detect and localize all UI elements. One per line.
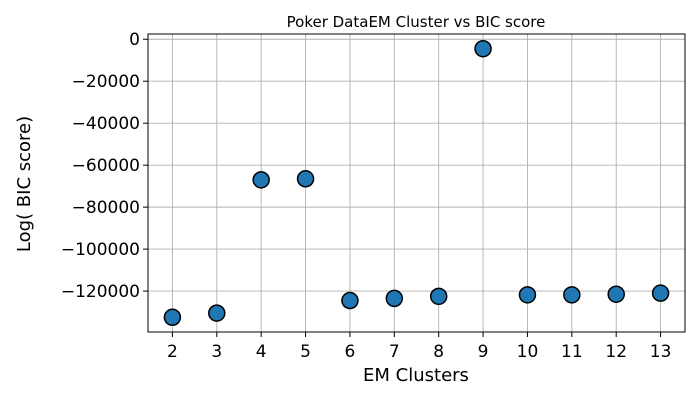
- x-tick-label: 13: [650, 342, 672, 362]
- y-tick-label: −40000: [72, 114, 140, 134]
- data-point: [163, 308, 182, 327]
- x-tick-label: 9: [478, 342, 489, 362]
- x-tick-label: 2: [167, 342, 178, 362]
- data-point: [296, 170, 315, 188]
- x-tick-label: 6: [345, 342, 356, 362]
- y-tick-label: 0: [129, 30, 140, 50]
- x-axis-label: EM Clusters: [363, 365, 469, 386]
- data-point: [252, 171, 270, 189]
- x-tick-label: 7: [389, 342, 400, 362]
- x-tick-label: 11: [561, 342, 583, 362]
- y-tick-label: −60000: [72, 156, 140, 176]
- chart-title: Poker DataEM Cluster vs BIC score: [287, 13, 546, 31]
- plot-frame: [147, 33, 686, 333]
- y-tick-label: −120000: [61, 282, 140, 302]
- data-point: [385, 289, 404, 308]
- x-tick-label: 5: [300, 342, 311, 362]
- data-point: [607, 285, 625, 303]
- data-point: [208, 304, 226, 322]
- x-tick-label: 12: [605, 342, 627, 362]
- data-points: [163, 39, 670, 327]
- data-point: [563, 286, 581, 304]
- data-point: [429, 287, 448, 306]
- y-tick-label: −100000: [61, 240, 140, 260]
- x-tick-label: 4: [256, 342, 267, 362]
- x-tick-label: 3: [211, 342, 222, 362]
- x-tick-label: 8: [433, 342, 444, 362]
- y-axis-label: Log( BIC score): [14, 116, 35, 252]
- data-point: [341, 291, 359, 310]
- axes: [143, 33, 686, 337]
- grid: [148, 34, 685, 332]
- y-tick-label: −80000: [72, 198, 140, 218]
- y-tick-label: −20000: [72, 72, 140, 92]
- data-point: [518, 286, 537, 304]
- tick-labels: 2 3 4 5 6 7 8 9 10 11 12 13 0 −20000 −40000 −60000 −8000…: [61, 30, 672, 362]
- data-point: [474, 39, 492, 58]
- x-tick-label: 10: [517, 342, 539, 362]
- data-point: [651, 284, 670, 302]
